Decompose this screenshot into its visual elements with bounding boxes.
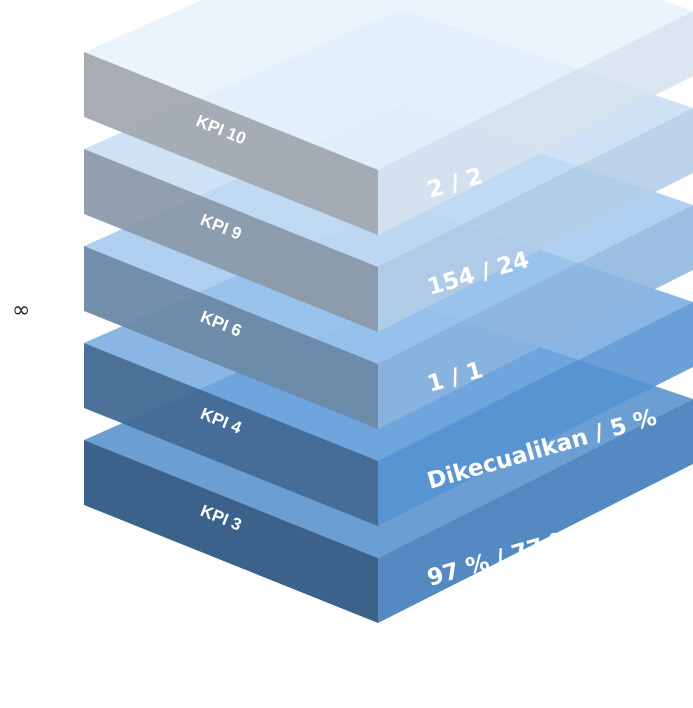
slab-side-face <box>84 343 378 526</box>
slab-front-face <box>378 302 693 526</box>
slab-side-face <box>84 149 378 332</box>
slab-front-face <box>378 11 693 235</box>
slab-side-face <box>84 52 378 235</box>
slab-front-face <box>378 108 693 332</box>
slab-top-face <box>84 0 693 170</box>
slab-front-face <box>378 205 693 429</box>
layer-kpi-10: KPI 102 / 2 <box>84 0 693 235</box>
infinity-symbol: ∞ <box>12 298 31 323</box>
slab-side-face <box>84 440 378 623</box>
slab-side-face <box>84 246 378 429</box>
slab-front-face <box>378 399 693 623</box>
